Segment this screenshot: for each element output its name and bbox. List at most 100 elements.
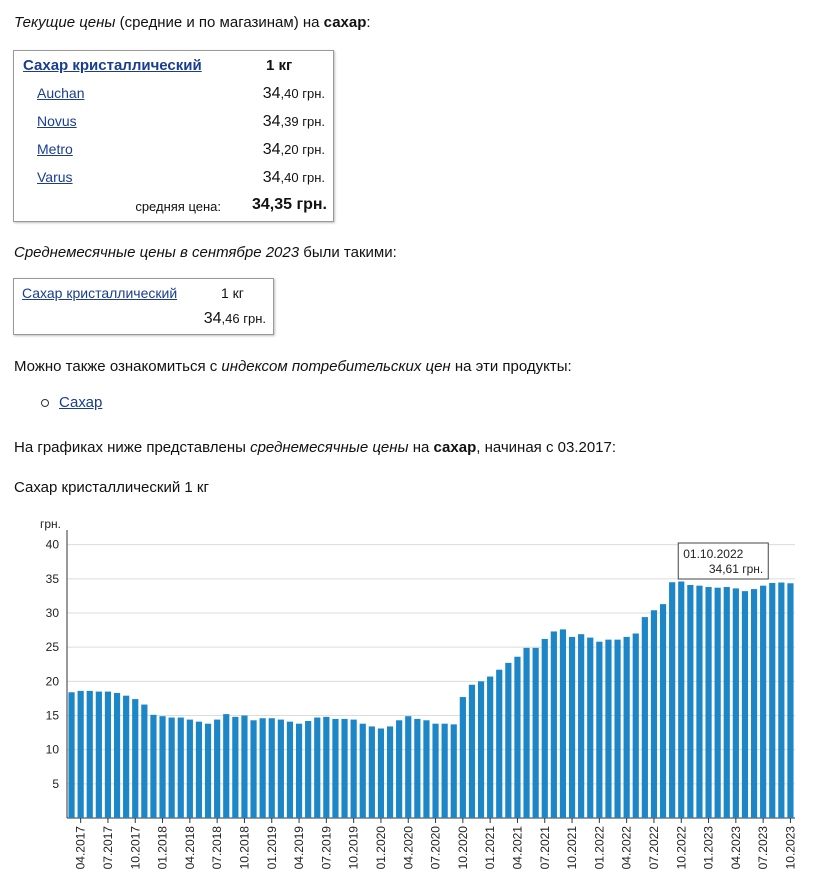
monthly-text: Среднемесячные цены в сентябре 2023 были… bbox=[14, 244, 397, 261]
x-tick-label: 10.2023 bbox=[783, 826, 797, 870]
graphs-text: На графиках ниже представлены среднемеся… bbox=[14, 439, 617, 456]
bar bbox=[77, 690, 84, 818]
y-tick-label: 25 bbox=[46, 640, 60, 654]
x-tick-label: 07.2018 bbox=[210, 826, 224, 870]
x-tick-label: 07.2017 bbox=[101, 826, 115, 870]
y-tick-label: 10 bbox=[46, 743, 60, 757]
x-tick-label: 01.2020 bbox=[374, 826, 388, 870]
monthly-prices-table: Сахар кристаллический 1 кг 34,46 грн. bbox=[13, 278, 274, 335]
bar bbox=[432, 723, 439, 818]
x-tick-label: 07.2021 bbox=[538, 826, 552, 870]
tooltip-date: 01.10.2022 bbox=[683, 547, 743, 561]
bar bbox=[750, 589, 758, 818]
bar bbox=[769, 582, 776, 818]
intro-product: сахар bbox=[323, 14, 367, 31]
bar bbox=[659, 604, 667, 818]
store-price: 34,40 грн. bbox=[262, 85, 325, 102]
bar bbox=[459, 697, 466, 818]
bar bbox=[505, 662, 512, 818]
x-tick-label: 04.2019 bbox=[292, 826, 306, 870]
store-row: Auchan 34,40 грн. bbox=[14, 85, 333, 107]
bar bbox=[423, 720, 430, 818]
product-link[interactable]: Сахар кристаллический bbox=[23, 57, 202, 74]
bar bbox=[650, 610, 658, 818]
bar bbox=[95, 691, 102, 818]
price-chart: 5 10 15 20 25 30 35 40 грн. 04.2017 07.2017 10.2017… bbox=[40, 517, 797, 870]
x-tick-label: 07.2022 bbox=[647, 826, 661, 870]
bar bbox=[132, 699, 139, 818]
x-tick-label: 01.2022 bbox=[592, 826, 606, 870]
intro-em: Текущие цены bbox=[14, 14, 116, 31]
bar bbox=[760, 585, 767, 818]
bar bbox=[405, 716, 412, 818]
x-tick-label: 01.2023 bbox=[702, 826, 716, 870]
x-tick-label: 04.2021 bbox=[510, 826, 524, 870]
x-tick-label: 04.2022 bbox=[620, 826, 634, 870]
bar bbox=[350, 719, 357, 818]
bar bbox=[732, 588, 739, 818]
bar bbox=[687, 584, 694, 818]
bar bbox=[332, 718, 339, 818]
x-tick-label: 07.2020 bbox=[429, 826, 443, 870]
bar bbox=[377, 728, 385, 818]
bar bbox=[113, 692, 121, 818]
bar bbox=[223, 714, 230, 818]
x-tick-label: 10.2020 bbox=[456, 826, 470, 870]
bar bbox=[678, 581, 685, 818]
bar bbox=[368, 726, 375, 818]
bar bbox=[778, 582, 785, 818]
store-link-varus[interactable]: Varus bbox=[37, 169, 73, 185]
bar bbox=[450, 724, 457, 818]
store-row: Metro 34,20 грн. bbox=[14, 141, 333, 163]
bar bbox=[587, 637, 594, 818]
bar bbox=[104, 691, 112, 818]
bar bbox=[386, 726, 394, 818]
store-row: Varus 34,40 грн. bbox=[14, 169, 333, 191]
x-tick-label: 07.2023 bbox=[756, 826, 770, 870]
y-tick-label: 30 bbox=[46, 606, 60, 620]
bar bbox=[487, 676, 494, 818]
current-prices-table: Сахар кристаллический 1 кг Auchan 34,40 … bbox=[13, 50, 334, 222]
bar bbox=[523, 647, 530, 818]
store-link-metro[interactable]: Metro bbox=[37, 141, 73, 157]
bar bbox=[632, 633, 639, 818]
bar bbox=[741, 591, 749, 818]
chart-title: Сахар кристаллический 1 кг bbox=[14, 479, 209, 496]
store-price: 34,40 грн. bbox=[262, 169, 325, 186]
x-tick-label: 10.2017 bbox=[128, 826, 142, 870]
bar bbox=[86, 690, 93, 818]
bar bbox=[559, 629, 567, 818]
average-label: средняя цена: bbox=[135, 199, 221, 214]
bar bbox=[705, 587, 712, 818]
cpi-link-sugar[interactable]: Сахар bbox=[59, 394, 103, 411]
bar bbox=[214, 719, 221, 818]
bar bbox=[241, 715, 248, 818]
x-tick-label: 10.2021 bbox=[565, 826, 579, 870]
list-bullet bbox=[41, 399, 49, 407]
store-link-novus[interactable]: Novus bbox=[37, 113, 77, 129]
bar bbox=[568, 636, 576, 818]
cpi-text: Можно также ознакомиться с индексом потр… bbox=[14, 358, 572, 375]
bar bbox=[696, 585, 703, 818]
bar bbox=[305, 720, 312, 818]
y-tick-label: 5 bbox=[52, 777, 59, 791]
x-tick-label: 01.2018 bbox=[156, 826, 170, 870]
average-value: 34,35 грн. bbox=[251, 196, 327, 213]
bar bbox=[532, 647, 539, 818]
bar bbox=[286, 721, 294, 818]
tooltip-value: 34,61 грн. bbox=[709, 562, 763, 576]
store-link-auchan[interactable]: Auchan bbox=[37, 85, 85, 101]
bar bbox=[323, 716, 330, 818]
bar bbox=[714, 587, 721, 818]
bar bbox=[414, 718, 421, 818]
store-price: 34,39 грн. bbox=[262, 113, 325, 130]
intro-text: Текущие цены (средние и по магазинам) на… bbox=[14, 14, 371, 31]
bar bbox=[359, 723, 366, 818]
x-tick-label: 04.2018 bbox=[183, 826, 197, 870]
monthly-product-link[interactable]: Сахар кристаллический bbox=[22, 285, 178, 301]
store-price: 34,20 грн. bbox=[262, 141, 325, 158]
bar bbox=[468, 684, 476, 818]
monthly-unit: 1 кг bbox=[221, 285, 244, 301]
bar bbox=[277, 719, 284, 818]
y-tick-label: 35 bbox=[46, 572, 60, 586]
